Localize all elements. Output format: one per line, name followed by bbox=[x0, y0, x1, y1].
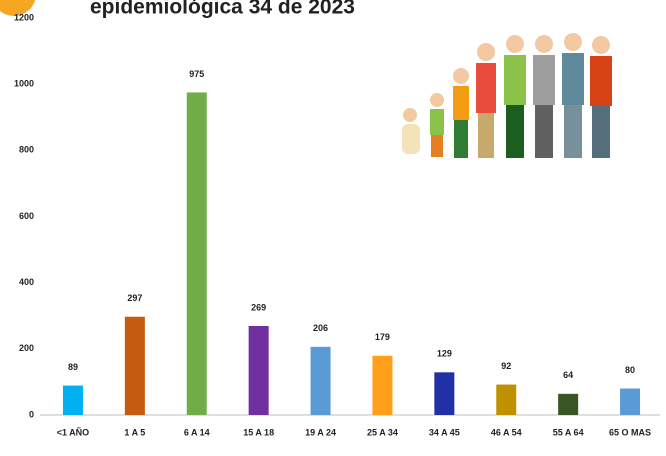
value-label: 179 bbox=[375, 332, 390, 342]
corner-decoration bbox=[0, 0, 36, 16]
bar bbox=[124, 316, 145, 415]
value-label: 297 bbox=[127, 293, 142, 303]
bar bbox=[496, 384, 517, 415]
bar bbox=[310, 346, 331, 415]
y-tick-label: 0 bbox=[29, 409, 34, 419]
value-label: 89 bbox=[68, 362, 78, 372]
x-tick-label: 25 A 34 bbox=[367, 427, 398, 437]
value-label: 129 bbox=[437, 349, 452, 359]
x-tick-label: <1 AÑO bbox=[57, 427, 89, 437]
bar bbox=[558, 393, 579, 415]
x-tick-label: 19 A 24 bbox=[305, 427, 336, 437]
value-label: 206 bbox=[313, 323, 328, 333]
y-tick-label: 400 bbox=[19, 277, 34, 287]
y-tick-label: 1000 bbox=[14, 79, 34, 89]
chart-title: epidemiológica 34 de 2023 bbox=[90, 0, 355, 19]
bar bbox=[372, 355, 393, 415]
people-illustration bbox=[402, 33, 612, 158]
x-tick-label: 65 O MAS bbox=[609, 427, 651, 437]
value-label: 269 bbox=[251, 302, 266, 312]
bar bbox=[62, 385, 83, 415]
value-label: 64 bbox=[563, 370, 573, 380]
value-label: 975 bbox=[189, 69, 204, 79]
x-tick-label: 6 A 14 bbox=[184, 427, 210, 437]
y-tick-label: 200 bbox=[19, 343, 34, 353]
x-tick-label: 55 A 64 bbox=[553, 427, 584, 437]
bar bbox=[620, 388, 641, 415]
x-tick-label: 46 A 54 bbox=[491, 427, 522, 437]
y-tick-label: 600 bbox=[19, 211, 34, 221]
x-tick-label: 34 A 45 bbox=[429, 427, 460, 437]
y-tick-label: 1200 bbox=[14, 12, 34, 22]
bar bbox=[248, 326, 269, 415]
x-tick-label: 15 A 18 bbox=[243, 427, 274, 437]
value-label: 92 bbox=[501, 361, 511, 371]
y-tick-label: 800 bbox=[19, 145, 34, 155]
x-tick-label: 1 A 5 bbox=[124, 427, 145, 437]
bar bbox=[186, 92, 207, 415]
bar bbox=[434, 372, 455, 415]
value-label: 80 bbox=[625, 365, 635, 375]
